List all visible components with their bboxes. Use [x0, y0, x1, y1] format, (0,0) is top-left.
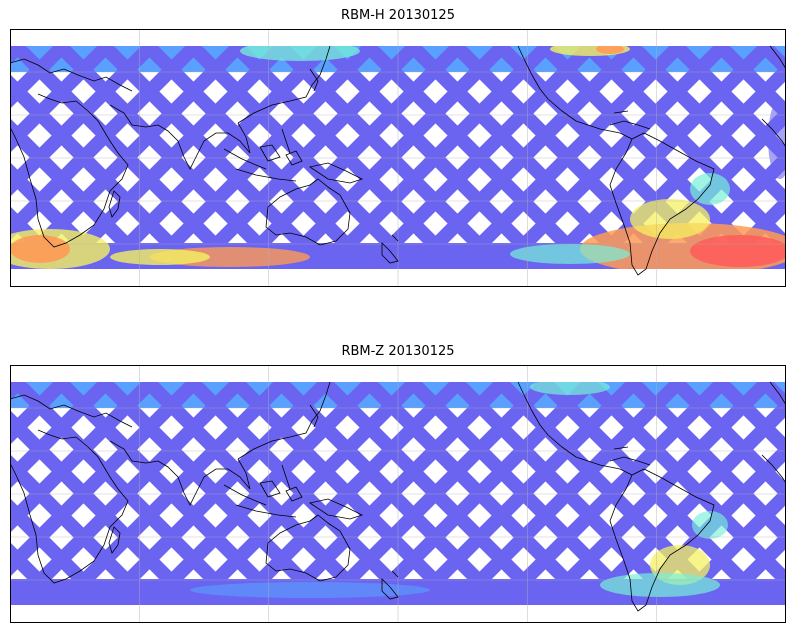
- orbit-track-descending: [495, 46, 728, 269]
- coastline: [281, 68, 319, 154]
- orbit-track-descending: [231, 46, 464, 269]
- orbit-track-descending: [99, 382, 332, 605]
- coastline: [381, 234, 399, 264]
- patch-south-orange: [10, 235, 70, 263]
- panel-title-rbm-h: RBM-H 20130125: [341, 8, 455, 23]
- coastline: [265, 514, 351, 582]
- coastline: [109, 104, 251, 170]
- coastline: [575, 120, 715, 276]
- patch-south-cyan: [510, 244, 630, 264]
- coastline: [761, 118, 786, 148]
- orbit-track-descending: [143, 382, 376, 605]
- orbit-track-descending: [319, 46, 552, 269]
- orbit-track-descending: [275, 46, 508, 269]
- coastline: [10, 429, 129, 584]
- patch-south-red: [690, 235, 786, 267]
- orbit-track-descending: [10, 46, 68, 109]
- orbit-track-descending: [10, 46, 156, 197]
- map-frame: [10, 29, 786, 287]
- coastline: [237, 381, 331, 460]
- orbit-track-ascending: [10, 542, 68, 605]
- orbit-track-descending: [495, 382, 728, 605]
- orbit-track-descending: [10, 382, 200, 577]
- coastline: [109, 440, 251, 506]
- coastline: [237, 45, 331, 124]
- patch-north-cyan: [530, 382, 610, 395]
- orbit-track-ascending: [671, 46, 786, 166]
- graticule: [10, 29, 786, 287]
- orbit-track-descending: [715, 529, 786, 605]
- orbit-track-descending: [55, 382, 288, 605]
- orbit-track-descending: [319, 382, 552, 605]
- coastline: [517, 381, 577, 458]
- orbit-track-descending: [363, 382, 596, 605]
- orbit-track-descending: [363, 46, 596, 269]
- map-rbm-h: [10, 29, 786, 287]
- coastline: [769, 45, 786, 70]
- coastlines: [10, 381, 786, 612]
- orbit-track-descending: [451, 46, 684, 269]
- orbit-track-descending: [55, 46, 288, 269]
- orbit-track-descending: [451, 382, 684, 605]
- coastline: [265, 178, 351, 246]
- orbit-track-descending: [10, 382, 68, 445]
- coastline: [108, 190, 121, 218]
- orbit-track-descending: [187, 382, 420, 605]
- coastline: [10, 58, 133, 92]
- orbit-track-descending: [10, 46, 112, 153]
- orbit-track-descending: [10, 382, 112, 489]
- orbit-track-descending: [407, 382, 640, 605]
- patch-east: [768, 99, 786, 179]
- orbit-track-descending: [187, 46, 420, 269]
- coastline: [10, 93, 129, 248]
- orbit-track-descending: [407, 46, 640, 269]
- patch-south-yellow: [110, 249, 210, 265]
- orbit-track-ascending: [10, 498, 112, 605]
- graticule: [10, 365, 786, 623]
- orbit-track-descending: [539, 382, 772, 605]
- map-frame: [10, 365, 786, 623]
- orbit-track-descending: [143, 46, 376, 269]
- coastline: [108, 526, 121, 554]
- coastline: [308, 498, 364, 520]
- coastline: [609, 446, 651, 466]
- orbit-track-descending: [11, 382, 244, 605]
- coastlines: [10, 45, 786, 276]
- patch-south-cyan: [692, 511, 728, 539]
- patch-north-orange: [596, 46, 624, 54]
- coastline: [761, 454, 786, 484]
- orbit-track-descending: [539, 46, 772, 269]
- patch-north-cyan: [240, 46, 360, 61]
- map-rbm-z: [10, 365, 786, 623]
- coastline: [308, 162, 364, 184]
- orbit-track-ascending: [715, 46, 786, 122]
- coastline: [281, 404, 319, 490]
- orbit-track-descending: [275, 382, 508, 605]
- coastline: [609, 110, 651, 130]
- panel-title-rbm-z: RBM-Z 20130125: [341, 344, 455, 359]
- coastline: [10, 394, 133, 428]
- orbit-track-ascending: [671, 382, 786, 502]
- orbit-track-descending: [671, 485, 786, 605]
- coastline: [575, 456, 715, 612]
- orbit-track-descending: [583, 397, 786, 605]
- orbit-track-descending: [10, 382, 156, 533]
- orbit-track-descending: [231, 382, 464, 605]
- coastline: [223, 480, 303, 518]
- patch-south-light: [190, 582, 430, 598]
- coastline: [769, 381, 786, 406]
- patch-south-cyan: [600, 573, 720, 597]
- orbit-track-ascending: [715, 382, 786, 458]
- orbit-track-descending: [10, 46, 200, 241]
- coastline: [381, 570, 399, 600]
- orbit-track-descending: [99, 46, 332, 269]
- coastline: [223, 144, 303, 182]
- coastline: [517, 45, 577, 122]
